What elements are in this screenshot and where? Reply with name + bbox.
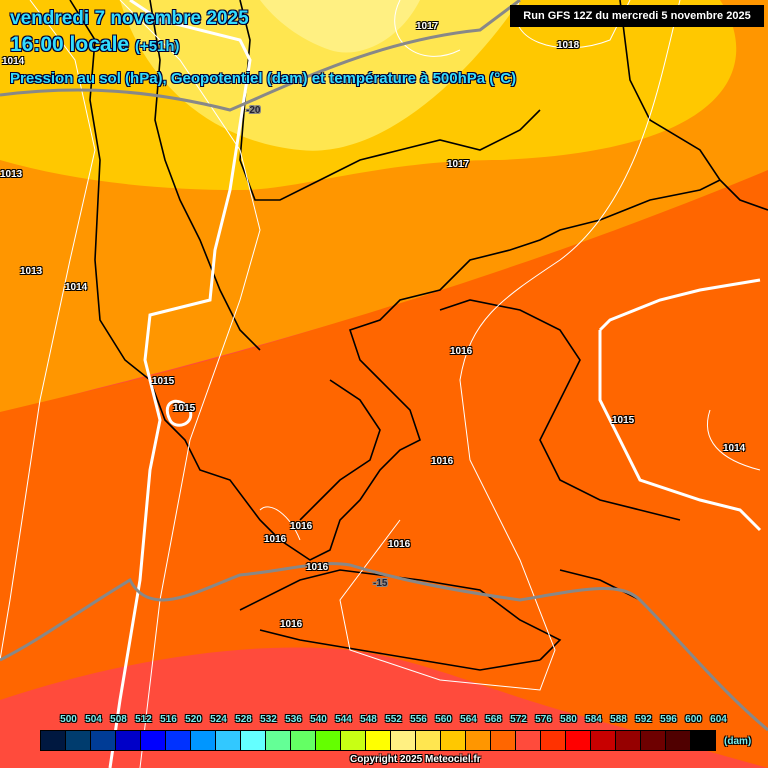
legend-tick: 524 [210,714,227,725]
local-time: 16:00 locale [10,33,130,56]
legend-swatch [390,730,416,751]
legend-swatch [665,730,691,751]
legend-tick: 552 [385,714,402,725]
legend-swatch [240,730,266,751]
legend-tick: 536 [285,714,302,725]
isotherms [0,0,768,732]
legend-unit: (dam) [724,736,752,747]
isobar-label: 1014 [65,282,88,293]
legend-tick: 588 [610,714,627,725]
isobar-label: 1018 [557,40,580,51]
isobar-label: 1016 [264,534,287,545]
legend-tick: 500 [60,714,77,725]
forecast-time: 16:00 locale (+51h) [10,33,180,57]
isotherm-label: -15 [373,578,388,589]
legend-swatch [190,730,216,751]
parameter-description: Pression au sol (hPa), Geopotentiel (dam… [10,70,517,87]
legend-tick: 548 [360,714,377,725]
legend-swatch [565,730,591,751]
legend-swatch [90,730,116,751]
isobar-label: 1016 [306,562,329,573]
legend-swatch [265,730,291,751]
legend-swatch [515,730,541,751]
coastlines [69,0,768,671]
legend-tick: 540 [310,714,327,725]
isotherm-label: -20 [246,105,261,116]
isobar-label: 1016 [431,456,454,467]
isobar-label: 1015 [152,376,175,387]
band-556 [120,0,520,151]
legend-tick: 512 [135,714,152,725]
legend-swatch [140,730,166,751]
legend-tick: 592 [635,714,652,725]
legend-tick: 600 [685,714,702,725]
legend-tick: 516 [160,714,177,725]
isobar-label: 1016 [290,521,313,532]
legend-swatch [340,730,366,751]
isobar-label: 1016 [280,619,303,630]
isobar-label: 1015 [612,415,635,426]
forecast-date: vendredi 7 novembre 2025 [10,8,249,29]
legend-swatch [365,730,391,751]
legend-swatch [490,730,516,751]
legend-tick: 584 [585,714,602,725]
band-568 [0,170,768,768]
legend-tick: 504 [85,714,102,725]
legend-swatch [40,730,66,751]
legend-colorbar [40,730,716,751]
legend-tick: 580 [560,714,577,725]
isobar-1015-thick [108,0,762,768]
legend-tick: 544 [335,714,352,725]
legend-swatch [415,730,441,751]
legend-swatch [465,730,491,751]
legend-tick: 520 [185,714,202,725]
lead-time: (+51h) [134,38,180,55]
isobar-label: 1016 [450,346,473,357]
isobar-label: 1015 [173,403,196,414]
legend-swatch [215,730,241,751]
legend-swatch [315,730,341,751]
legend-tick: 508 [110,714,127,725]
legend-swatch [540,730,566,751]
isobar-label: 1016 [388,539,411,550]
isobar-label: 1013 [20,266,43,277]
legend-swatch [615,730,641,751]
legend-swatch [165,730,191,751]
legend-tick: 604 [710,714,727,725]
legend-tick: 564 [460,714,477,725]
legend-swatch [440,730,466,751]
legend-swatch [590,730,616,751]
legend-tick: 568 [485,714,502,725]
legend-swatch [690,730,716,751]
run-info: Run GFS 12Z du mercredi 5 novembre 2025 [510,5,764,27]
legend-tick: 556 [410,714,427,725]
legend-tick: 572 [510,714,527,725]
isobar-label: 1014 [2,56,25,67]
legend-swatch [640,730,666,751]
legend-tick: 596 [660,714,677,725]
isobar-label: 1017 [416,21,439,32]
copyright: Copyright 2025 Meteociel.fr [350,754,481,765]
legend-ticks: 500 504 508 512 516 520 524 528 532 536 540 544 548 5… [40,714,727,725]
band-552 [260,0,420,53]
isobar-label: 1017 [447,159,470,170]
isobar-label: 1013 [0,169,23,180]
legend-tick: 532 [260,714,277,725]
legend-tick: 576 [535,714,552,725]
isobar-label: 1014 [723,443,746,454]
legend-tick: 560 [435,714,452,725]
legend-swatch [290,730,316,751]
legend-tick: 528 [235,714,252,725]
legend-swatch [65,730,91,751]
legend-swatch [115,730,141,751]
